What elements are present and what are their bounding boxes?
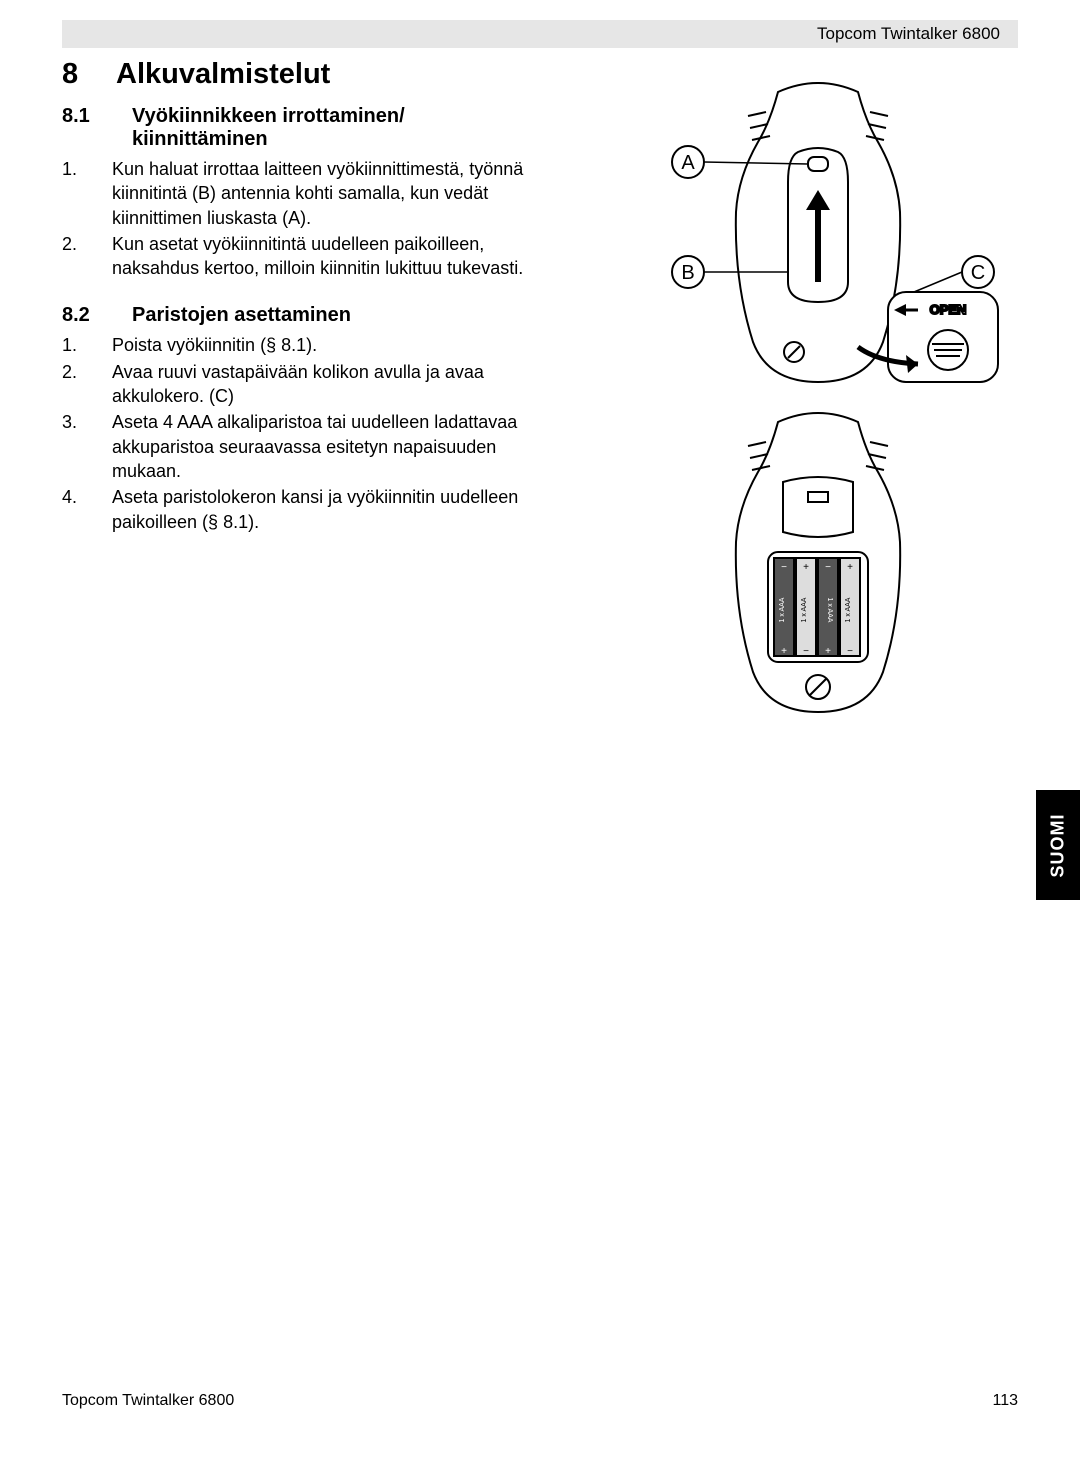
subsection-number: 8.1: [62, 105, 132, 151]
step-number: 2.: [62, 232, 112, 281]
svg-text:−: −: [781, 562, 787, 573]
footer-page: 113: [992, 1392, 1018, 1410]
figure-area: A B C OPEN: [618, 82, 1018, 722]
step-text: Kun asetat vyökiinnitintä uudelleen paik…: [112, 232, 542, 281]
steps-8-2: 1.Poista vyökiinnitin (§ 8.1). 2.Avaa ru…: [62, 333, 542, 533]
language-tab-text: SUOMI: [1048, 813, 1069, 877]
section-number: 8: [62, 58, 116, 91]
list-item: 4.Aseta paristolokeron kansi ja vyökiinn…: [62, 485, 542, 534]
label-c-text: C: [971, 262, 985, 284]
svg-text:+: +: [803, 562, 809, 573]
svg-text:+: +: [825, 646, 831, 657]
svg-text:−: −: [847, 646, 853, 657]
step-number: 1.: [62, 333, 112, 357]
list-item: 2.Kun asetat vyökiinnitintä uudelleen pa…: [62, 232, 542, 281]
steps-8-1: 1.Kun haluat irrottaa laitteen vyökiinni…: [62, 157, 542, 280]
content-area: 8Alkuvalmistelut 8.1 Vyökiinnikkeen irro…: [62, 58, 1018, 536]
subsection-8-2: 8.2 Paristojen asettaminen: [62, 304, 542, 327]
svg-text:1 x AAA: 1 x AAA: [801, 597, 808, 622]
step-text: Kun haluat irrottaa laitteen vyökiinnitt…: [112, 157, 542, 230]
step-text: Avaa ruuvi vastapäivään kolikon avulla j…: [112, 360, 542, 409]
section-title-text: Alkuvalmistelut: [116, 58, 330, 90]
label-b-text: B: [681, 262, 694, 284]
list-item: 3.Aseta 4 AAA alkaliparistoa tai uudelle…: [62, 410, 542, 483]
svg-text:1 x AAA: 1 x AAA: [779, 597, 786, 622]
subsection-title: Vyökiinnikkeen irrottaminen/ kiinnittämi…: [132, 105, 542, 151]
svg-text:1 x AAA: 1 x AAA: [845, 597, 852, 622]
step-text: Aseta paristolokeron kansi ja vyökiinnit…: [112, 485, 542, 534]
header-bar: Topcom Twintalker 6800: [62, 20, 1018, 48]
list-item: 2.Avaa ruuvi vastapäivään kolikon avulla…: [62, 360, 542, 409]
list-item: 1.Kun haluat irrottaa laitteen vyökiinni…: [62, 157, 542, 230]
step-number: 1.: [62, 157, 112, 230]
text-column: 8.1 Vyökiinnikkeen irrottaminen/ kiinnit…: [62, 105, 542, 534]
device-diagram: A B C OPEN: [618, 82, 1018, 722]
step-text: Poista vyökiinnitin (§ 8.1).: [112, 333, 542, 357]
language-tab: SUOMI: [1036, 790, 1080, 900]
svg-text:−: −: [803, 646, 809, 657]
step-number: 3.: [62, 410, 112, 483]
list-item: 1.Poista vyökiinnitin (§ 8.1).: [62, 333, 542, 357]
label-a-text: A: [681, 152, 695, 174]
step-text: Aseta 4 AAA alkaliparistoa tai uudelleen…: [112, 410, 542, 483]
svg-text:1 x AAA: 1 x AAA: [826, 598, 833, 623]
header-product: Topcom Twintalker 6800: [817, 24, 1000, 44]
svg-text:OPEN: OPEN: [930, 302, 967, 317]
footer-product: Topcom Twintalker 6800: [62, 1392, 234, 1410]
step-number: 2.: [62, 360, 112, 409]
subsection-8-1: 8.1 Vyökiinnikkeen irrottaminen/ kiinnit…: [62, 105, 542, 151]
svg-text:−: −: [825, 562, 831, 573]
footer: Topcom Twintalker 6800 113: [62, 1392, 1018, 1410]
subsection-number: 8.2: [62, 304, 132, 327]
svg-text:+: +: [847, 562, 853, 573]
subsection-title: Paristojen asettaminen: [132, 304, 542, 327]
step-number: 4.: [62, 485, 112, 534]
svg-text:+: +: [781, 646, 787, 657]
